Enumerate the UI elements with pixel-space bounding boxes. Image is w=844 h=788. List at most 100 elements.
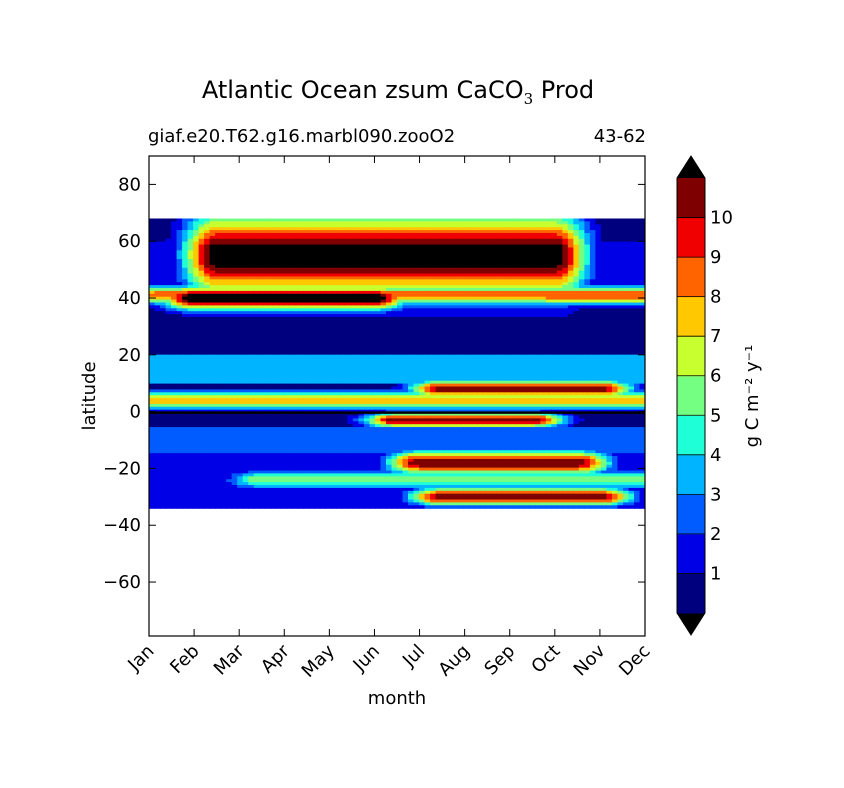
heatmap-cell [325, 253, 332, 257]
heatmap-cell [463, 314, 470, 318]
heatmap-cell [165, 230, 172, 234]
heatmap-cell [551, 250, 558, 254]
heatmap-cell [160, 299, 167, 304]
heatmap-cell [391, 311, 398, 315]
heatmap-cell [545, 259, 552, 263]
heatmap-cell [545, 331, 552, 335]
heatmap-cell [193, 250, 200, 254]
heatmap-cell [154, 299, 161, 304]
heatmap-cell [253, 296, 260, 301]
heatmap-cell [633, 276, 641, 280]
heatmap-cell [165, 259, 172, 263]
heatmap-cell [430, 288, 437, 292]
heatmap-cell [303, 308, 310, 312]
heatmap-cell [578, 232, 585, 237]
heatmap-cell [182, 244, 189, 249]
heatmap-cell [474, 276, 481, 280]
heatmap-cell [325, 308, 332, 312]
heatmap-cell [402, 308, 409, 312]
heatmap-cell [264, 264, 271, 269]
heatmap-cell [628, 221, 635, 225]
heatmap-cell [584, 259, 591, 263]
heatmap-cell [435, 302, 442, 306]
heatmap-cell [347, 273, 354, 278]
heatmap-cell [589, 224, 596, 228]
heatmap-cell [628, 314, 635, 318]
heatmap-cell [452, 285, 459, 289]
heatmap-cell [286, 296, 293, 301]
heatmap-cell [600, 259, 608, 263]
heatmap-cell [424, 218, 431, 222]
heatmap-cell [501, 282, 508, 286]
heatmap-cell [341, 241, 348, 246]
heatmap-cell [358, 256, 365, 260]
heatmap-cell [253, 314, 260, 318]
heatmap-cell [149, 256, 156, 260]
heatmap-cell [358, 279, 365, 283]
heatmap-cell [374, 325, 382, 330]
heatmap-cell [270, 316, 277, 321]
heatmap-cell [397, 325, 404, 330]
heatmap-cell [578, 296, 585, 301]
heatmap-cell [264, 296, 271, 301]
heatmap-cell [479, 311, 486, 315]
heatmap-cell [198, 316, 205, 321]
heatmap-cell [391, 253, 398, 257]
heatmap-cell [292, 314, 299, 318]
heatmap-cell [374, 235, 382, 240]
heatmap-cell [622, 293, 630, 298]
heatmap-cell [463, 224, 470, 228]
heatmap-cell [540, 319, 547, 324]
heatmap-cell [611, 218, 619, 222]
heatmap-cell [573, 230, 580, 234]
heatmap-cell [330, 296, 337, 301]
heatmap-cell [457, 230, 464, 234]
heatmap-cell [457, 218, 464, 222]
heatmap-cell [286, 285, 293, 289]
heatmap-cell [385, 224, 393, 228]
heatmap-cell [369, 322, 376, 327]
heatmap-cell [507, 311, 514, 315]
heatmap-cell [330, 288, 337, 292]
heatmap-cell [171, 302, 178, 306]
heatmap-cell [198, 253, 205, 257]
heatmap-cell [501, 325, 508, 330]
heatmap-cell [319, 232, 326, 237]
heatmap-cell [424, 241, 431, 246]
heatmap-cell [463, 221, 470, 225]
heatmap-cell [303, 259, 310, 263]
heatmap-cell [490, 224, 497, 228]
heatmap-cell [286, 244, 293, 249]
heatmap-cell [275, 328, 282, 333]
heatmap-cell [204, 259, 211, 263]
heatmap-cell [578, 302, 585, 306]
heatmap-cell [584, 322, 591, 327]
heatmap-cell [507, 221, 514, 225]
heatmap-cell [187, 334, 194, 338]
heatmap-cell [308, 224, 315, 228]
heatmap-cell [165, 308, 172, 312]
heatmap-cell [628, 218, 635, 222]
heatmap-cell [573, 264, 580, 269]
heatmap-cell [242, 253, 249, 257]
heatmap-cell [490, 334, 497, 338]
heatmap-cell [160, 241, 167, 246]
heatmap-cell [319, 244, 326, 249]
heatmap-cell [154, 276, 161, 280]
heatmap-cell [419, 279, 426, 283]
heatmap-cell [419, 314, 426, 318]
heatmap-cell [633, 267, 641, 272]
heatmap-cell [556, 244, 563, 249]
heatmap-cell [341, 290, 348, 295]
heatmap-cell [187, 293, 194, 298]
heatmap-cell [292, 227, 299, 231]
heatmap-cell [204, 305, 211, 309]
heatmap-cell [209, 232, 216, 237]
heatmap-cell [248, 244, 255, 249]
heatmap-cell [220, 267, 227, 272]
heatmap-cell [408, 296, 415, 301]
heatmap-cell [639, 250, 645, 254]
heatmap-cell [463, 250, 470, 254]
heatmap-cell [551, 244, 558, 249]
heatmap-cell [385, 218, 393, 222]
